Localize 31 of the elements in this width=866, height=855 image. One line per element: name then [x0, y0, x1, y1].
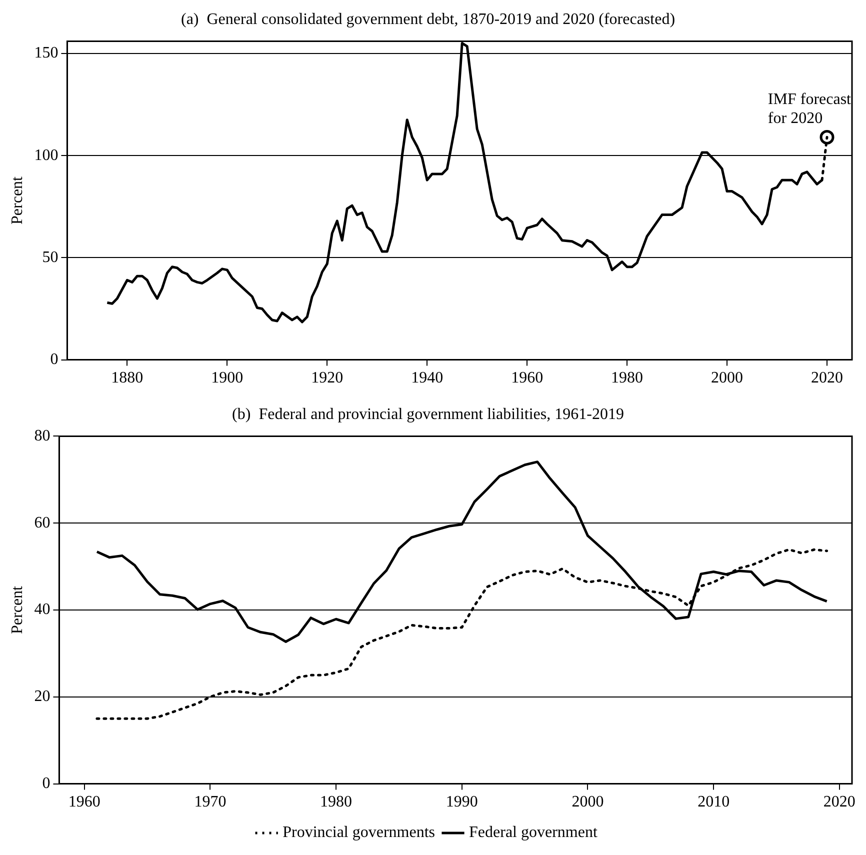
y-tick-label: 40 [34, 601, 50, 618]
y-tick-label: 100 [34, 146, 58, 164]
x-tick-label: 1960 [511, 370, 544, 387]
x-tick-label: 1940 [411, 370, 444, 387]
x-tick-label: 2020 [811, 370, 844, 387]
y-axis-title: Percent [8, 176, 26, 224]
x-tick-label: 1990 [446, 794, 478, 811]
y-axis-title: Percent [8, 585, 26, 634]
y-tick-label: 80 [34, 427, 50, 444]
x-tick-label: 1880 [111, 370, 144, 387]
x-tick-label: 1900 [211, 370, 244, 387]
chart-title: (b) Federal and provincial government liabilities, 1961-2019 [232, 406, 624, 423]
x-tick-label: 2020 [823, 794, 856, 811]
y-tick-label: 0 [50, 351, 58, 368]
annotation: IMF forecast for 2020 [768, 91, 852, 128]
y-tick-label: 50 [42, 248, 58, 266]
legend-label: Federal government [469, 824, 598, 842]
y-tick-label: 0 [42, 775, 50, 792]
y-tick-label: 150 [34, 44, 58, 62]
x-tick-label: 1920 [311, 370, 344, 387]
x-tick-label: 2000 [572, 794, 604, 811]
y-tick-label: 60 [34, 514, 50, 532]
legend-label: Provincial governments [282, 824, 436, 842]
chart-title: (a) General consolidated government debt, 1870-2019 and 2020 (forecasted) [180, 10, 676, 28]
x-tick-label: 2010 [698, 794, 730, 811]
x-tick-label: 1980 [320, 794, 352, 811]
y-tick-label: 20 [34, 688, 50, 706]
x-tick-label: 1980 [611, 370, 644, 387]
x-tick-label: 1970 [194, 794, 226, 811]
x-tick-label: 1960 [68, 794, 100, 811]
x-tick-label: 2000 [711, 370, 744, 387]
